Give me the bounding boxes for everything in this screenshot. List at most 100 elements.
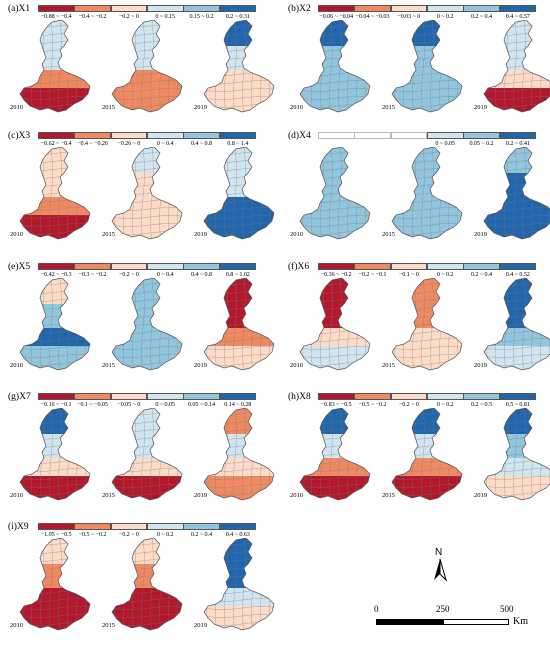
region-middle	[204, 328, 274, 346]
region-map-2015	[391, 408, 463, 501]
legend-label: −0.04 ~ −0.03	[355, 13, 390, 20]
region-map-2019	[483, 408, 550, 501]
region-middle	[484, 328, 550, 346]
legend-swatch	[146, 523, 184, 530]
legend-label: −0.36 ~ −0.2	[320, 271, 352, 278]
legend-swatch	[219, 132, 257, 139]
year-maps: 2010 2015 2019	[8, 538, 275, 646]
legend-labels: 0 ~ 0.05 0.05 ~ 0.2 0.2 ~ 0.41	[318, 140, 536, 147]
legend-swatch	[110, 132, 148, 139]
legend-swatch	[38, 132, 75, 139]
legend-label: −0.16 ~ −0.1	[40, 401, 72, 408]
legend-label: 0 ~ 0.2	[436, 13, 454, 20]
region-south	[112, 88, 182, 112]
scale-label-0: 0	[374, 604, 379, 614]
legend-color-bar	[38, 523, 257, 530]
year-label: 2019	[194, 622, 207, 629]
legend-labels: −1.05 ~ −0.5 −0.5 ~ −0.2 −0.2 ~ 0 0 ~ 0.2 0.…	[38, 531, 256, 538]
legend-swatch	[499, 393, 537, 400]
panel-3: (c)X3 −0.62 ~ −0.4 −0.4 ~ −0.26 −0.26 ~ 0 0 …	[8, 131, 275, 256]
region-middle	[20, 588, 90, 606]
region-middle	[112, 328, 182, 346]
legend-swatch	[74, 523, 112, 530]
legend-label: 0.2 ~ 0.4	[470, 271, 492, 278]
legend-color-bar	[38, 393, 257, 400]
legend-swatch	[463, 393, 501, 400]
legend-color-bar	[38, 132, 257, 139]
legend-label: 0 ~ 0.05	[155, 401, 175, 408]
region-middle	[112, 70, 182, 88]
legend-label: 0.5 ~ 0.81	[505, 401, 530, 408]
legend-swatch	[38, 263, 75, 270]
legend-swatch	[426, 132, 464, 139]
legend-label: −0.2 ~ 0	[118, 13, 139, 20]
region-map-2019	[203, 408, 275, 501]
legend-swatch	[74, 263, 112, 270]
legend-swatch	[146, 263, 184, 270]
legend-swatch	[354, 5, 392, 12]
region-map-2015	[111, 408, 183, 501]
year-label: 2019	[194, 104, 207, 111]
region-map-2015	[111, 147, 183, 240]
legend-label: 0.8 ~ 1.4	[227, 140, 249, 147]
legend-swatch	[318, 5, 355, 12]
region-middle	[204, 70, 274, 88]
panel-1: (a)X1 −0.88 ~ −0.4 −0.4 ~ −0.2 −0.2 ~ 0 0 ~ …	[8, 4, 275, 129]
region-south	[484, 346, 550, 370]
legend-swatch	[463, 263, 501, 270]
legend-label: −0.05 ~ 0	[117, 401, 141, 408]
region-middle	[392, 197, 462, 215]
region-middle	[484, 458, 550, 476]
region-south	[300, 346, 370, 370]
legend-swatch	[499, 132, 537, 139]
year-label: 2010	[290, 492, 303, 499]
year-label: 2015	[102, 622, 115, 629]
legend-label: 0.4 ~ 0.8	[190, 140, 212, 147]
legend-label: −0.4 ~ −0.2	[78, 13, 107, 20]
region-middle	[20, 70, 90, 88]
region-south	[300, 476, 370, 500]
north-label: N	[435, 547, 443, 558]
region-map-2015	[391, 147, 463, 240]
legend-label: −0.83 ~ −0.5	[320, 401, 352, 408]
legend-color-bar	[318, 393, 537, 400]
region-map-2010	[299, 20, 371, 113]
region-south	[112, 606, 182, 630]
year-label: 2015	[102, 231, 115, 238]
region-middle	[484, 70, 550, 88]
legend-label: −0.42 ~ −0.3	[40, 271, 72, 278]
legend-labels: −0.16 ~ −0.1 −0.1 ~ −0.05 −0.05 ~ 0 0 ~ 0.0…	[38, 401, 256, 408]
legend-swatch	[318, 393, 355, 400]
region-map-2010	[19, 278, 91, 371]
panel-title: (e)X5	[8, 262, 31, 272]
region-map-2015	[391, 20, 463, 113]
year-label: 2010	[290, 104, 303, 111]
region-south	[392, 346, 462, 370]
legend-swatch	[354, 132, 392, 139]
region-south	[484, 476, 550, 500]
legend-label: 0 ~ 0.05	[435, 140, 455, 147]
year-maps: 2010 2015 2019	[8, 278, 275, 386]
legend-swatch	[219, 5, 257, 12]
year-maps: 2010 2015 2019	[288, 278, 550, 386]
legend-swatch	[183, 523, 221, 530]
legend-label: 0 ~ 0.4	[156, 271, 174, 278]
region-south	[112, 476, 182, 500]
legend-swatch	[74, 132, 112, 139]
legend-swatch	[183, 263, 221, 270]
year-label: 2010	[290, 362, 303, 369]
legend-label: 0.05 ~ 0.2	[469, 140, 494, 147]
legend-label: −0.2 ~ 0	[118, 531, 139, 538]
legend-label: 0.2 ~ 0.31	[225, 13, 250, 20]
legend-color-bar	[318, 132, 537, 139]
legend-label: −0.4 ~ −0.26	[77, 140, 108, 147]
year-label: 2015	[102, 104, 115, 111]
legend-swatch	[426, 263, 464, 270]
region-south	[484, 88, 550, 112]
panel-title: (i)X9	[8, 522, 29, 532]
year-label: 2019	[474, 231, 487, 238]
region-map-2010	[299, 147, 371, 240]
legend-swatch	[183, 393, 221, 400]
panel-title: (a)X1	[8, 4, 31, 14]
legend-label: 0.2 ~ 0.4	[470, 13, 492, 20]
